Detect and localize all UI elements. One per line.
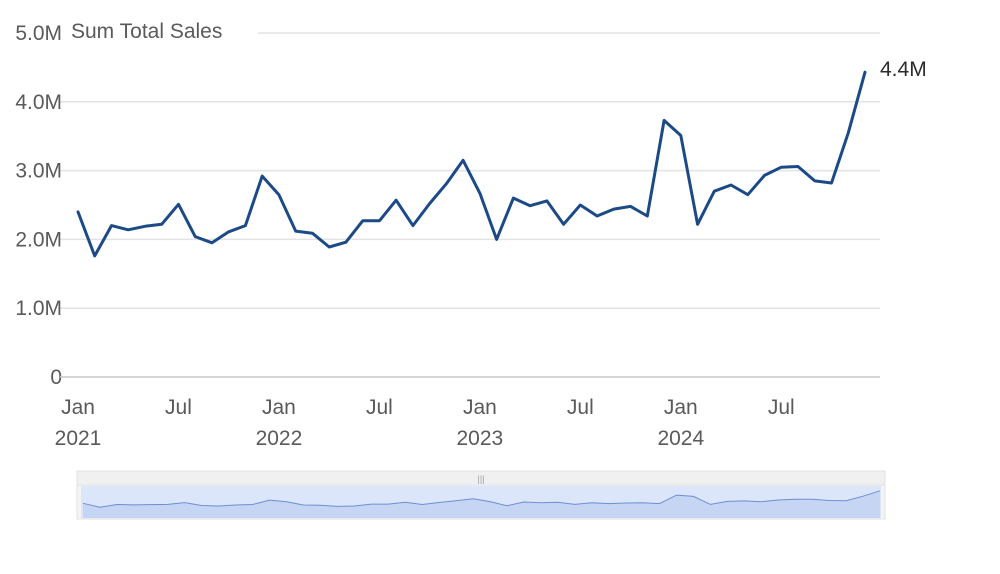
navigator-grip-icon[interactable]: ||| bbox=[477, 474, 484, 484]
y-tick-label: 3.0M bbox=[15, 160, 62, 183]
x-tick-label: Jan bbox=[61, 396, 95, 419]
x-tick-label: Jan bbox=[463, 396, 497, 419]
last-value-label: 4.4M bbox=[880, 58, 927, 81]
x-tick-year-label: 2022 bbox=[256, 427, 303, 450]
y-tick-label: 0 bbox=[50, 366, 62, 389]
x-axis: Jan 2021 Jul Jan 2022 Jul Jan 2023 Jul Jan 2024 Jul bbox=[55, 396, 795, 450]
y-tick-label: 2.0M bbox=[15, 228, 62, 251]
range-navigator[interactable]: ||| bbox=[76, 470, 886, 520]
x-tick-label: Jul bbox=[768, 396, 795, 419]
x-tick-year-label: 2024 bbox=[657, 427, 704, 450]
x-tick-label: Jul bbox=[366, 396, 393, 419]
y-tick-label: 1.0M bbox=[15, 297, 62, 320]
y-tick-label: 5.0M bbox=[15, 22, 62, 45]
x-tick-year-label: 2021 bbox=[55, 427, 102, 450]
y-axis-title: Sum Total Sales bbox=[71, 20, 222, 43]
series-line-sum-total-sales bbox=[76, 70, 867, 258]
x-tick-label: Jul bbox=[165, 396, 192, 419]
x-tick-year-label: 2023 bbox=[457, 427, 504, 450]
y-axis: 0 1.0M 2.0M 3.0M 4.0M 5.0M bbox=[15, 22, 62, 389]
x-tick-label: Jan bbox=[262, 396, 296, 419]
x-tick-label: Jan bbox=[664, 396, 698, 419]
navigator-area bbox=[83, 490, 880, 518]
navigator-line bbox=[82, 490, 881, 508]
y-tick-label: 4.0M bbox=[15, 91, 62, 114]
x-tick-label: Jul bbox=[567, 396, 594, 419]
